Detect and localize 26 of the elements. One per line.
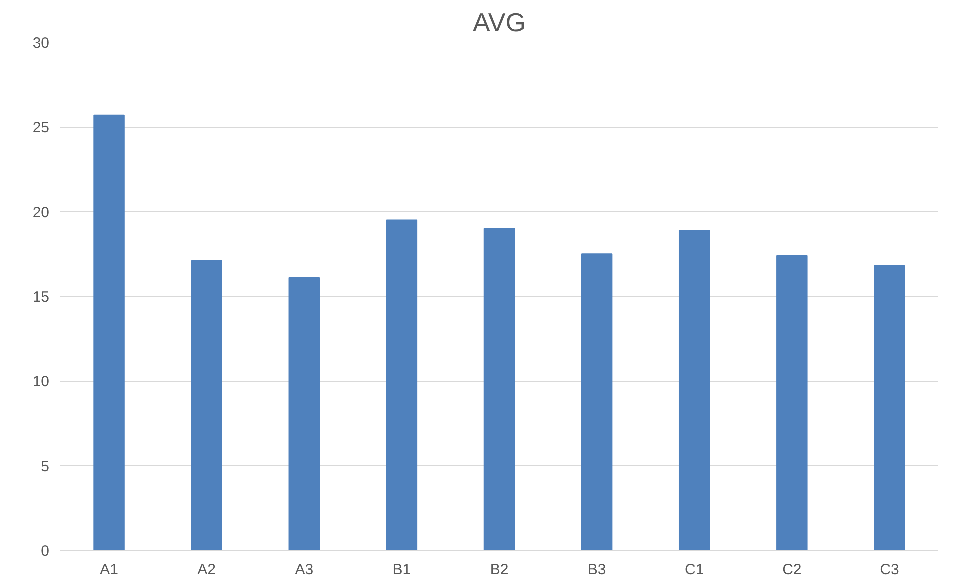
chart-title: AVG [473,8,526,38]
bar [94,114,125,550]
bar [678,230,710,550]
y-tick-label: 30 [32,35,50,52]
bar [386,220,418,550]
x-tick-label: C3 [880,562,900,578]
bar [484,228,516,550]
y-tick-label: 25 [32,120,50,137]
y-tick-label: 15 [32,289,50,306]
y-tick-label: 5 [41,458,50,476]
x-tick-label: A3 [295,562,314,578]
bar [776,255,808,550]
bar [288,277,320,550]
bar [581,254,613,550]
y-tick-label: 0 [41,543,50,560]
x-tick-label: B1 [392,562,412,578]
y-tick-label: 10 [32,374,50,391]
x-tick-label: B2 [490,562,509,578]
x-tick-label: A2 [198,562,216,578]
x-tick-label: A1 [100,562,118,578]
x-tick-label: C1 [685,562,704,578]
x-tick-label: C2 [782,562,802,578]
bar [191,260,222,550]
bar [874,266,906,550]
x-tick-label: B3 [588,562,606,578]
y-tick-label: 20 [32,204,50,222]
